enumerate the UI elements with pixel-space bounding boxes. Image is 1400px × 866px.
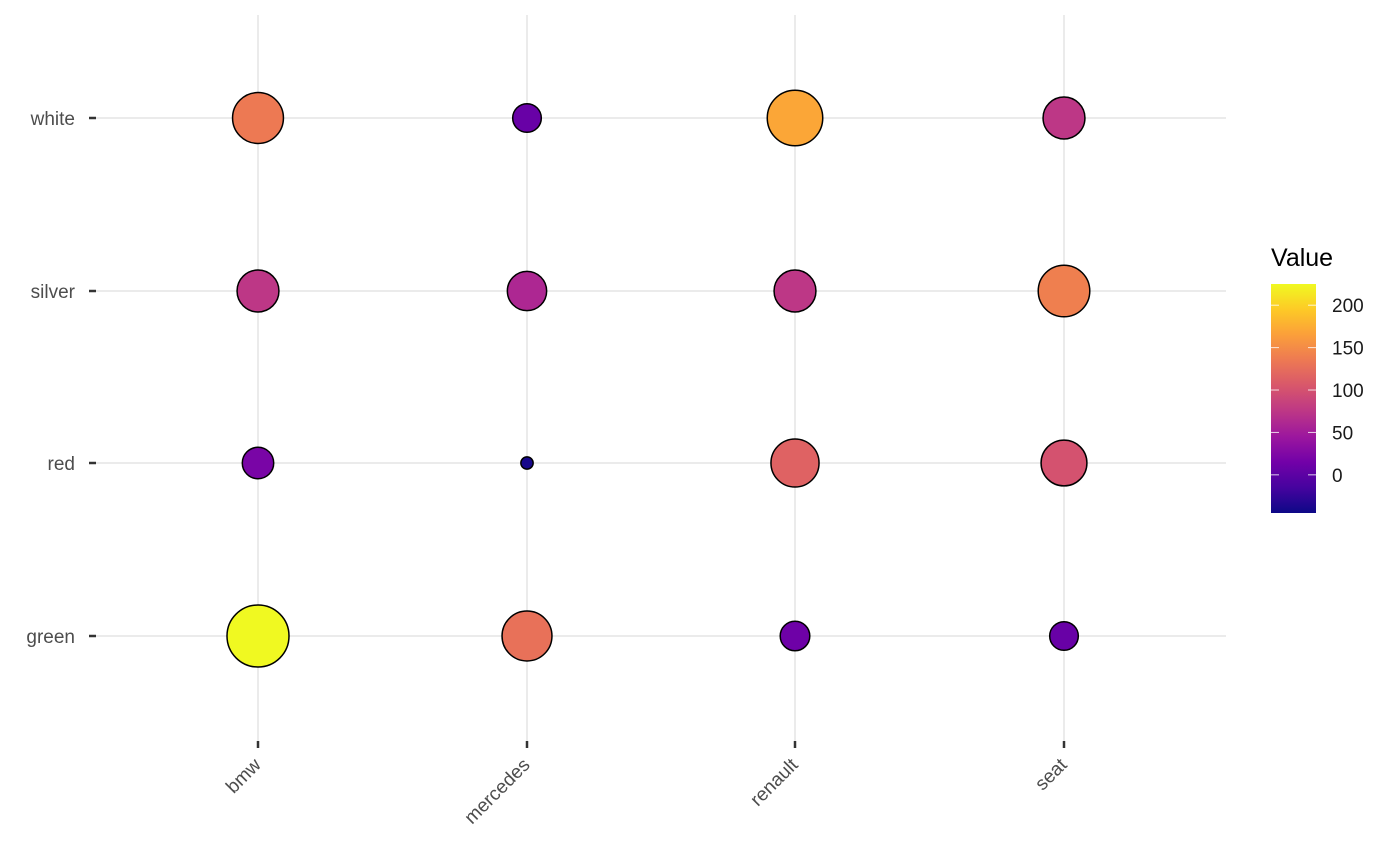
y-tick-label: white — [30, 109, 75, 130]
y-tick-label: green — [26, 627, 75, 648]
y-tick-label: silver — [31, 282, 76, 303]
legend-colorbar — [1271, 284, 1316, 513]
bubble-seat-green — [1048, 620, 1080, 652]
bubble-bmw-silver — [236, 269, 280, 313]
bubble-renault-green — [779, 620, 811, 652]
bubble-seat-silver — [1037, 264, 1091, 318]
legend-tick-label: 200 — [1332, 296, 1364, 317]
bubble-mercedes-white — [511, 102, 543, 134]
bubble-mercedes-green — [501, 610, 553, 662]
bubble-seat-white — [1042, 96, 1086, 140]
bubble-renault-white — [766, 89, 824, 147]
legend-tick-label: 0 — [1332, 466, 1343, 487]
legend-tick-label: 50 — [1332, 423, 1353, 444]
bubble-seat-red — [1040, 439, 1088, 487]
x-tick-label: seat — [1031, 754, 1072, 795]
x-tick-label: bmw — [222, 754, 265, 797]
bubble-renault-red — [770, 438, 820, 488]
data-points — [226, 89, 1091, 668]
legend-tick-label: 100 — [1332, 381, 1364, 402]
y-tick-label: red — [48, 454, 75, 475]
x-tick-label: renault — [747, 754, 803, 810]
bubble-mercedes-silver — [506, 270, 548, 312]
bubble-bmw-white — [231, 91, 285, 145]
legend-tick-label: 150 — [1332, 339, 1364, 360]
x-tick-label: mercedes — [461, 755, 535, 829]
bubble-renault-silver — [773, 269, 817, 313]
bubble-bmw-green — [226, 604, 290, 668]
bubble-mercedes-red — [520, 456, 534, 470]
bubble-bmw-red — [241, 446, 275, 480]
color-legend: Value 0 50 100 150 200 — [1271, 244, 1364, 513]
axes: green red silver white bmw mercedes renault sea… — [26, 109, 1072, 829]
legend-title: Value — [1271, 244, 1333, 272]
